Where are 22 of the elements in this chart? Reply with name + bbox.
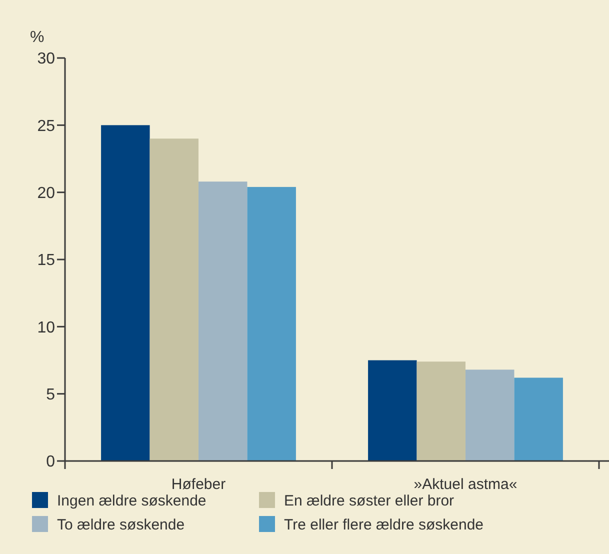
y-tick-label: 0 [46,454,56,471]
y-tick-label: 25 [37,118,56,135]
y-tick-label: 15 [37,252,56,270]
bar [150,138,198,461]
bar [198,182,248,461]
legend-label: To ældre søskende [57,516,185,534]
bar [514,378,563,461]
bar [368,360,417,461]
legend-label: Ingen ældre søskende [57,492,206,510]
bar [247,186,296,461]
legend-label: Tre eller flere ældre søskende [284,516,484,534]
x-tick-label: Høfeber [171,476,226,493]
bar [466,370,514,461]
y-tick-label: 10 [37,319,56,336]
y-tick-label: 20 [37,184,56,202]
y-tick-label: 5 [46,386,56,404]
y-tick-label: 30 [37,50,56,68]
x-tick-label: »Aktuel astma« [414,476,518,493]
y-axis-title: % [30,29,44,46]
legend-label: En ældre søster eller bror [284,492,454,510]
bar [101,125,150,461]
bar [416,362,466,461]
